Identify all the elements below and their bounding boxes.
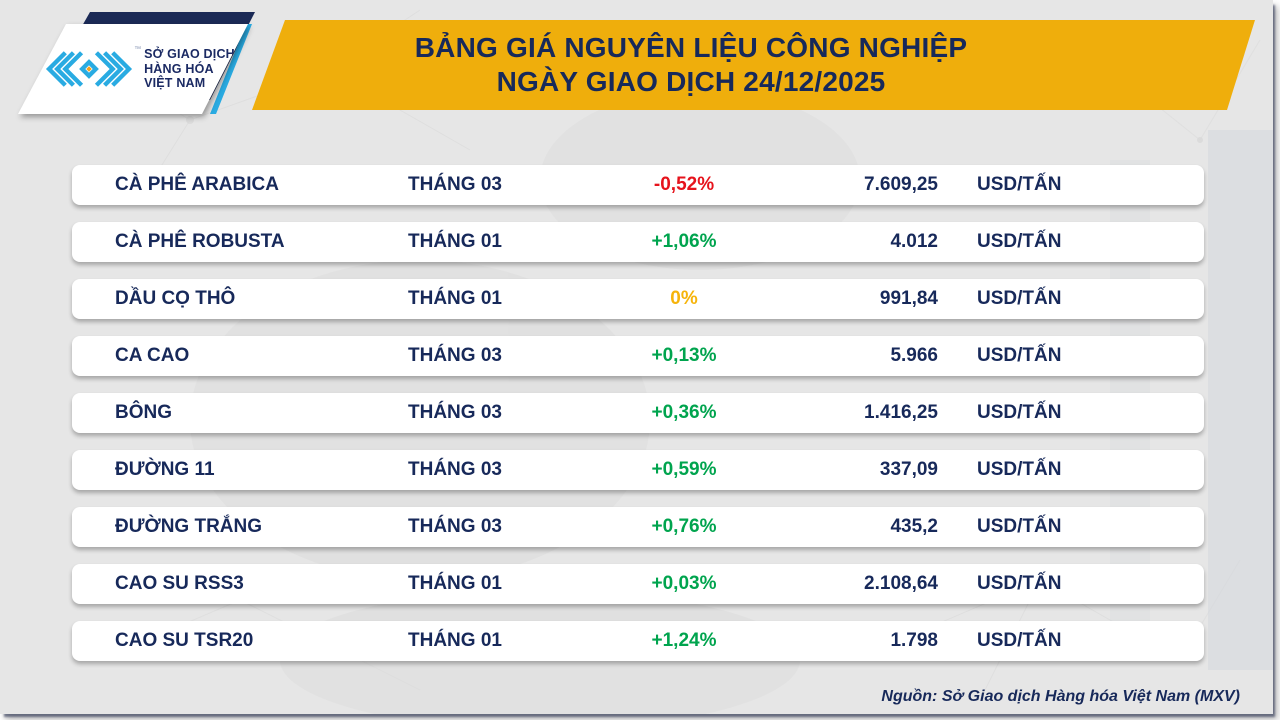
commodity-name: CÀ PHÊ ROBUSTA: [115, 231, 285, 252]
commodity-name: CAO SU RSS3: [115, 573, 244, 594]
commodity-name: ĐƯỜNG TRẮNG: [115, 516, 263, 537]
commodity-name: CA CAO: [115, 345, 190, 366]
table-row: CAO SU TSR20 THÁNG 01 +1,24% 1.798 USD/T…: [72, 621, 1204, 661]
price-value: 2.108,64: [864, 573, 938, 594]
price-value: 4.012: [890, 231, 938, 252]
mxv-logo-icon: [46, 51, 133, 87]
change-percent: +0,13%: [651, 345, 717, 366]
change-percent: +0,03%: [651, 573, 717, 594]
price-value: 1.798: [890, 630, 938, 651]
price-unit: USD/TẤN: [977, 516, 1062, 537]
table-row: ĐƯỜNG 11 THÁNG 03 +0,59% 337,09 USD/TẤN: [72, 450, 1204, 490]
contract-month: THÁNG 01: [408, 288, 502, 309]
contract-month: THÁNG 03: [408, 402, 502, 423]
price-value: 5.966: [890, 345, 938, 366]
title-line2: NGÀY GIAO DỊCH 24/12/2025: [496, 66, 886, 97]
contract-month: THÁNG 01: [408, 573, 502, 594]
price-value: 991,84: [879, 288, 938, 309]
commodity-name: BÔNG: [115, 402, 172, 423]
price-unit: USD/TẤN: [977, 174, 1062, 195]
table-row: CÀ PHÊ ARABICA THÁNG 03 -0,52% 7.609,25 …: [72, 165, 1204, 205]
commodity-name: CAO SU TSR20: [115, 630, 254, 651]
source-note: Nguồn: Sở Giao dịch Hàng hóa Việt Nam (M…: [881, 688, 1240, 705]
table-row: DẦU CỌ THÔ THÁNG 01 0% 991,84 USD/TẤN: [72, 279, 1204, 319]
contract-month: THÁNG 01: [408, 231, 502, 252]
org-name-line1: SỞ GIAO DỊCH: [144, 47, 235, 62]
mxv-logo-card: ™ SỞ GIAO DỊCH HÀNG HÓA VIỆT NAM: [18, 24, 248, 114]
trademark-symbol: ™: [134, 46, 142, 53]
price-table: CÀ PHÊ ARABICA THÁNG 03 -0,52% 7.609,25 …: [72, 165, 1204, 661]
price-value: 435,2: [890, 516, 938, 537]
table-row: CA CAO THÁNG 03 +0,13% 5.966 USD/TẤN: [72, 336, 1204, 376]
commodity-name: CÀ PHÊ ARABICA: [115, 174, 279, 195]
table-row: ĐƯỜNG TRẮNG THÁNG 03 +0,76% 435,2 USD/TẤ…: [72, 507, 1204, 547]
price-unit: USD/TẤN: [977, 402, 1062, 423]
change-percent: +1,06%: [651, 231, 717, 252]
change-percent: 0%: [670, 288, 698, 309]
org-name: SỞ GIAO DỊCH HÀNG HÓA VIỆT NAM: [144, 47, 235, 91]
commodity-name: ĐƯỜNG 11: [115, 459, 215, 480]
price-value: 337,09: [879, 459, 938, 480]
table-row: CAO SU RSS3 THÁNG 01 +0,03% 2.108,64 USD…: [72, 564, 1204, 604]
org-name-line2: HÀNG HÓA: [144, 61, 214, 76]
price-unit: USD/TẤN: [977, 573, 1062, 594]
price-value: 1.416,25: [864, 402, 938, 423]
change-percent: -0,52%: [653, 174, 715, 195]
contract-month: THÁNG 03: [408, 516, 502, 537]
contract-month: THÁNG 03: [408, 459, 502, 480]
change-percent: +0,36%: [651, 402, 717, 423]
title-line1: BẢNG GIÁ NGUYÊN LIỆU CÔNG NGHIỆP: [414, 32, 968, 63]
commodity-name: DẦU CỌ THÔ: [115, 288, 236, 309]
contract-month: THÁNG 03: [408, 174, 502, 195]
change-percent: +0,59%: [651, 459, 717, 480]
price-value: 7.609,25: [864, 174, 938, 195]
price-unit: USD/TẤN: [977, 459, 1062, 480]
price-unit: USD/TẤN: [977, 345, 1062, 366]
table-row: CÀ PHÊ ROBUSTA THÁNG 01 +1,06% 4.012 USD…: [72, 222, 1204, 262]
contract-month: THÁNG 03: [408, 345, 502, 366]
table-row: BÔNG THÁNG 03 +0,36% 1.416,25 USD/TẤN: [72, 393, 1204, 433]
org-name-line3: VIỆT NAM: [144, 76, 206, 91]
contract-month: THÁNG 01: [408, 630, 502, 651]
price-unit: USD/TẤN: [977, 288, 1062, 309]
title-banner: BẢNG GIÁ NGUYÊN LIỆU CÔNG NGHIỆP NGÀY GI…: [252, 20, 1255, 110]
change-percent: +0,76%: [651, 516, 717, 537]
change-percent: +1,24%: [651, 630, 717, 651]
price-unit: USD/TẤN: [977, 231, 1062, 252]
price-unit: USD/TẤN: [977, 630, 1062, 651]
